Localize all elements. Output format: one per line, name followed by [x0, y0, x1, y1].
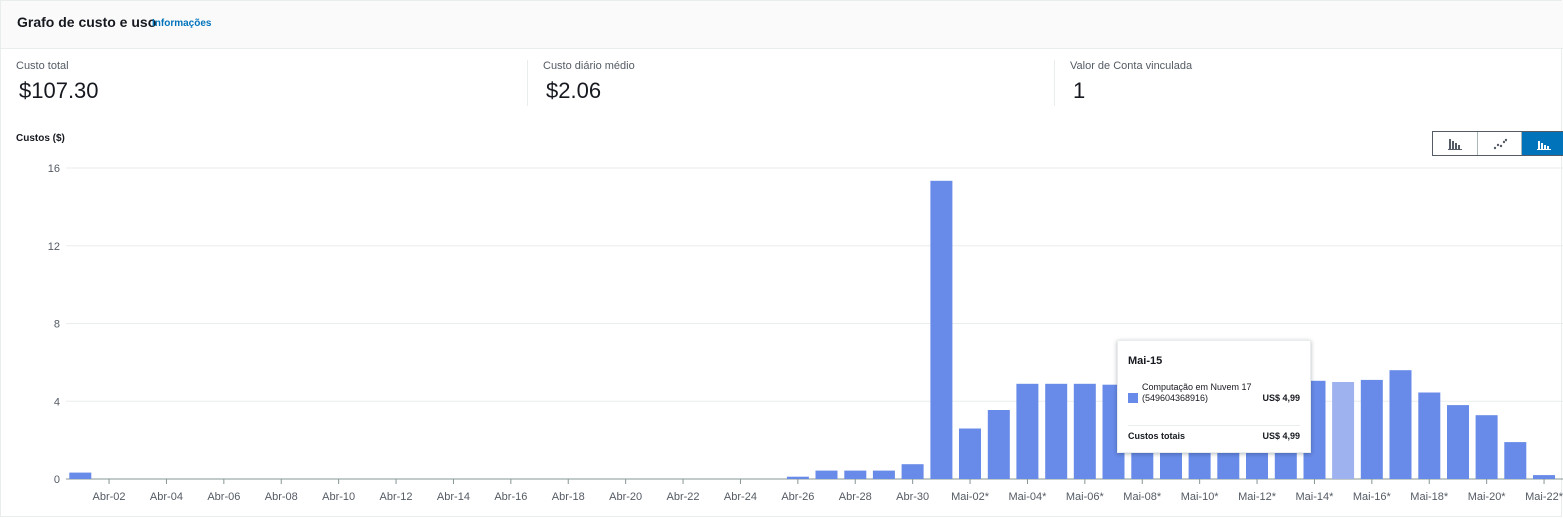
- x-tick-label: Mai-06*: [1066, 491, 1105, 503]
- tooltip-total-label: Custos totais: [1128, 431, 1186, 441]
- line-chart-icon: [1493, 138, 1507, 149]
- x-tick-label: Mai-18*: [1410, 491, 1449, 503]
- metric-label: Custo total: [16, 60, 69, 72]
- x-tick-label: Abr-06: [207, 491, 240, 503]
- y-tick-label: 4: [54, 396, 60, 408]
- info-link[interactable]: Informações: [152, 18, 212, 29]
- bar[interactable]: [1389, 370, 1412, 479]
- panel-header: Grafo de custo e uso Informações: [1, 1, 1563, 49]
- x-tick-label: Mai-04*: [1008, 491, 1047, 503]
- cost-bar-chart: 0 4 8 12 16 Abr-02 Abr-04 Abr-06 Abr-08 Abr-10 Abr…: [48, 163, 1563, 503]
- metric-avg-daily-cost: Custo diário médio $2.06: [543, 60, 635, 104]
- x-tick-label: Abr-16: [494, 491, 527, 503]
- x-tick-label: Abr-14: [437, 491, 470, 503]
- tooltip-divider: [1128, 425, 1300, 426]
- x-tick-label: Abr-18: [552, 491, 585, 503]
- x-tick-label: Mai-20*: [1468, 491, 1507, 503]
- y-axis-title: Custos ($): [16, 133, 65, 144]
- bar-chart-icon: [1448, 138, 1462, 150]
- metric-total-cost: Custo total $107.30: [16, 60, 99, 104]
- y-tick-label: 8: [54, 319, 60, 331]
- x-tick-label: Abr-30: [896, 491, 929, 503]
- metric-value: $2.06: [546, 78, 602, 103]
- bar[interactable]: [69, 472, 92, 479]
- x-tick-label: Abr-08: [265, 491, 298, 503]
- series-color-swatch: [1128, 393, 1138, 403]
- y-tick-label: 12: [48, 241, 60, 253]
- x-tick-label: Mai-08*: [1123, 491, 1162, 503]
- bar[interactable]: [901, 464, 924, 479]
- x-tick-label: Abr-28: [839, 491, 872, 503]
- stacked-bar-chart-button[interactable]: [1521, 132, 1563, 155]
- y-tick-label: 16: [48, 163, 60, 175]
- metric-value: $107.30: [19, 78, 99, 103]
- x-tick-label: Mai-14*: [1295, 491, 1334, 503]
- bar[interactable]: [987, 410, 1010, 479]
- x-tick-label: Abr-02: [93, 491, 126, 503]
- tooltip-title: Mai-15: [1128, 355, 1163, 367]
- x-tick-label: Mai-02*: [951, 491, 990, 503]
- metric-label: Custo diário médio: [543, 60, 635, 72]
- x-tick-label: Abr-26: [781, 491, 814, 503]
- y-tick-label: 0: [54, 474, 60, 486]
- bar[interactable]: [1504, 442, 1527, 479]
- panel-title: Grafo de custo e uso: [17, 14, 157, 30]
- bar[interactable]: [1073, 383, 1096, 479]
- bar[interactable]: [1332, 382, 1355, 479]
- x-tick-label: Mai-16*: [1353, 491, 1392, 503]
- x-tick-label: Mai-22*: [1525, 491, 1563, 503]
- metric-divider: [527, 60, 528, 106]
- line-chart-button[interactable]: [1477, 132, 1521, 155]
- bar[interactable]: [815, 470, 838, 479]
- x-tick-label: Abr-22: [667, 491, 700, 503]
- x-tick-label: Mai-12*: [1238, 491, 1277, 503]
- x-tick-label: Abr-10: [322, 491, 355, 503]
- chart-tooltip: Mai-15 Computação em Nuvem 17 (549604368…: [1117, 340, 1311, 453]
- bar[interactable]: [1475, 415, 1498, 479]
- tooltip-series-value: US$ 4,99: [1262, 393, 1300, 403]
- bar[interactable]: [844, 470, 867, 479]
- bar[interactable]: [1360, 379, 1383, 479]
- bar[interactable]: [786, 476, 809, 479]
- bar[interactable]: [930, 180, 953, 480]
- bar[interactable]: [872, 470, 895, 479]
- bar[interactable]: [959, 428, 981, 480]
- bar-chart-button[interactable]: [1433, 132, 1477, 155]
- metric-linked-account: Valor de Conta vinculada 1: [1070, 60, 1192, 104]
- bar[interactable]: [1045, 383, 1068, 479]
- x-tick-label: Abr-20: [609, 491, 642, 503]
- bar[interactable]: [1016, 383, 1039, 479]
- bar[interactable]: [1533, 475, 1555, 479]
- bar[interactable]: [1447, 405, 1469, 479]
- metric-value: 1: [1073, 78, 1086, 103]
- x-tick-label: Mai-10*: [1181, 491, 1220, 503]
- x-tick-label: Abr-04: [150, 491, 183, 503]
- metric-label: Valor de Conta vinculada: [1070, 60, 1193, 72]
- x-tick-label: Abr-24: [724, 491, 757, 503]
- metric-divider: [1054, 60, 1055, 106]
- stacked-bar-chart-icon: [1536, 140, 1551, 150]
- bar[interactable]: [1418, 392, 1441, 480]
- tooltip-series-name: Computação em Nuvem 17 (549604368916): [1142, 382, 1252, 403]
- tooltip-total-value: US$ 4,99: [1262, 431, 1300, 441]
- x-tick-label: Abr-12: [380, 491, 413, 503]
- chart-type-toggle: [1432, 131, 1563, 156]
